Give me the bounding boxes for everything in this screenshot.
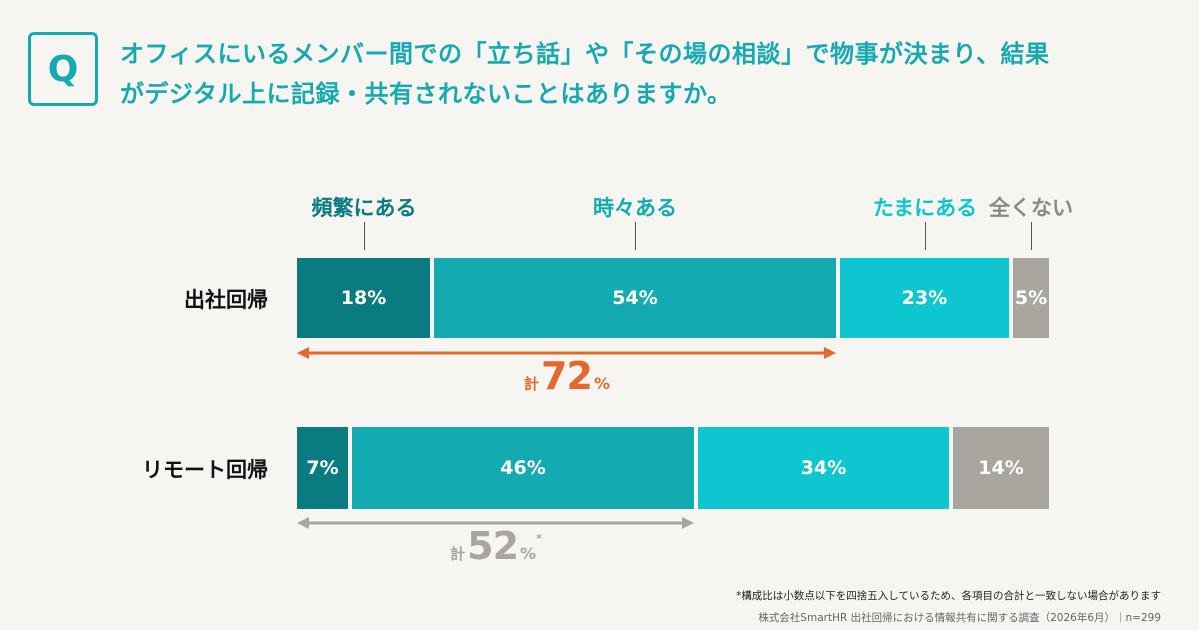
data-label: 23%: [901, 287, 948, 309]
bar-segment: 14%: [953, 427, 1049, 509]
legend-tick: [635, 222, 636, 250]
total-unit: %: [593, 374, 610, 393]
bar-segment: 46%: [352, 427, 694, 509]
data-label: 46%: [500, 457, 546, 479]
total-note: *: [536, 532, 542, 545]
legend-label: たまにある: [872, 196, 978, 220]
row-label: 出社回帰: [184, 288, 268, 312]
question-text: オフィスにいるメンバー間での「立ち話」や「その場の相談」で物事が決まり、結果 が…: [120, 34, 1180, 114]
bar-segment: 18%: [297, 258, 430, 338]
total-prefix: 計: [524, 375, 540, 393]
legend-label: 全くない: [989, 196, 1073, 220]
question-badge: Q: [28, 32, 98, 106]
legend-label: 頻繁にある: [311, 196, 417, 220]
data-label: 34%: [800, 457, 847, 479]
total-arrow: [297, 517, 694, 529]
bar-segment: 5%: [1013, 258, 1049, 338]
question-line-2: がデジタル上に記録・共有されないことはありますか。: [120, 80, 732, 108]
legend-tick: [364, 222, 365, 250]
total-value: 72: [541, 354, 593, 398]
bar-segment: 23%: [840, 258, 1009, 338]
source-note: 株式会社SmartHR 出社回帰における情報共有に関する調査（2026年6月）｜…: [758, 612, 1161, 624]
total-label: 計 72%: [524, 354, 610, 398]
footnote: *構成比は小数点以下を四捨五入しているため、各項目の合計と一致しない場合がありま…: [736, 590, 1161, 602]
data-label: 7%: [306, 457, 339, 479]
legend-tick: [1031, 222, 1032, 250]
question-line-1: オフィスにいるメンバー間での「立ち話」や「その場の相談」で物事が決まり、結果: [120, 40, 1050, 68]
bar-segment: 54%: [434, 258, 836, 338]
legend-label: 時々ある: [593, 196, 677, 220]
bar-segment: 34%: [698, 427, 949, 509]
legend-tick: [925, 222, 926, 250]
total-unit: %: [520, 544, 537, 563]
total-prefix: 計: [450, 545, 466, 563]
data-label: 54%: [612, 287, 658, 309]
total-arrow: [297, 347, 836, 359]
bar-segment: 7%: [297, 427, 348, 509]
total-label: 計 52% *: [450, 524, 542, 568]
data-label: 18%: [340, 287, 387, 309]
data-label: 14%: [978, 457, 1024, 479]
row-label: リモート回帰: [142, 458, 268, 482]
total-value: 52: [467, 524, 519, 568]
data-label: 5%: [1014, 287, 1048, 309]
